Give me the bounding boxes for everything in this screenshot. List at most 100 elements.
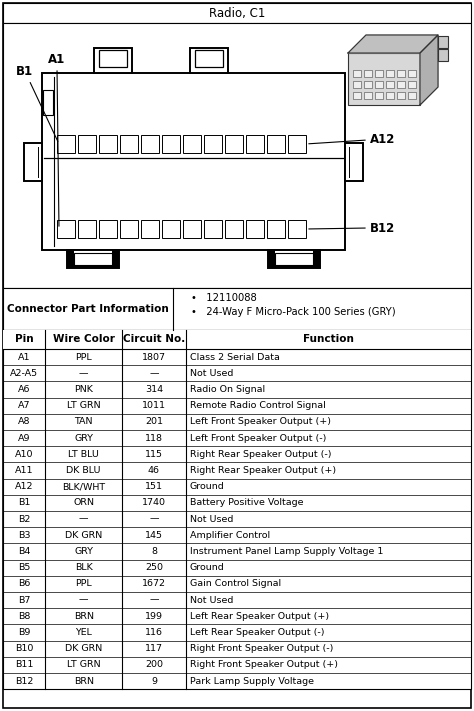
Text: 250: 250 [145,563,163,572]
Bar [268,250,275,268]
Bar [3,3,471,23]
Text: Circuit No.: Circuit No. [123,334,185,345]
Text: Function: Function [303,334,354,345]
Text: B6: B6 [18,579,30,589]
Text: LT GRN: LT GRN [67,661,100,669]
Text: GRY: GRY [74,547,93,556]
Text: DK GRN: DK GRN [65,531,102,540]
Text: A10: A10 [15,450,33,459]
Text: Radio, C1: Radio, C1 [209,6,265,19]
Bar [112,250,119,268]
Text: B8: B8 [18,611,30,621]
Bar [345,142,363,181]
Text: 145: 145 [145,531,163,540]
Text: —: — [149,515,159,523]
Text: Ground: Ground [190,563,224,572]
Bar [74,253,112,265]
Text: 117: 117 [145,644,163,653]
Text: Right Rear Speaker Output (+): Right Rear Speaker Output (+) [190,466,336,475]
Text: LT GRN: LT GRN [67,401,100,410]
Text: PPL: PPL [75,579,92,589]
Bar [397,70,405,77]
Bar [246,135,264,153]
Bar [3,330,471,689]
Text: —: — [79,596,89,604]
Text: Right Front Speaker Output (+): Right Front Speaker Output (+) [190,661,337,669]
Text: Pin: Pin [15,334,33,345]
Bar [78,135,96,153]
Text: B11: B11 [15,661,33,669]
Text: —: — [149,596,159,604]
Text: A1: A1 [18,353,30,362]
Text: B9: B9 [18,628,30,637]
Text: DK BLU: DK BLU [66,466,101,475]
Text: Left Front Speaker Output (-): Left Front Speaker Output (-) [190,434,326,443]
Bar [162,135,180,153]
Bar [438,49,448,61]
Bar [24,142,42,181]
Text: Not Used: Not Used [190,596,233,604]
Text: 314: 314 [145,385,163,394]
Bar [99,220,117,238]
Bar [195,50,223,67]
Text: A12: A12 [15,482,33,491]
Text: Right Front Speaker Output (-): Right Front Speaker Output (-) [190,644,333,653]
Text: B2: B2 [18,515,30,523]
Bar [386,70,394,77]
Bar [353,70,361,77]
Bar [386,92,394,99]
Bar [246,220,264,238]
Text: 200: 200 [145,661,163,669]
Text: B4: B4 [18,547,30,556]
Text: 201: 201 [145,417,163,427]
Text: B5: B5 [18,563,30,572]
Text: A9: A9 [18,434,30,443]
Text: ORN: ORN [73,498,94,508]
Text: B1: B1 [18,498,30,508]
Text: Not Used: Not Used [190,515,233,523]
Text: Battery Positive Voltage: Battery Positive Voltage [190,498,303,508]
Text: A2-A5: A2-A5 [10,369,38,378]
Text: Gain Control Signal: Gain Control Signal [190,579,281,589]
Bar [162,220,180,238]
Text: BRN: BRN [74,677,94,685]
Text: A11: A11 [15,466,33,475]
Bar [375,92,383,99]
Text: Amplifier Control: Amplifier Control [190,531,270,540]
Bar [408,81,416,88]
Bar [3,330,471,349]
Bar [288,220,306,238]
Bar [386,81,394,88]
Bar [67,265,119,268]
Text: PPL: PPL [75,353,92,362]
Bar [288,135,306,153]
Text: A12: A12 [370,134,395,146]
Text: •   24-Way F Micro-Pack 100 Series (GRY): • 24-Way F Micro-Pack 100 Series (GRY) [191,307,396,317]
Bar [183,220,201,238]
Text: —: — [149,369,159,378]
Text: Class 2 Serial Data: Class 2 Serial Data [190,353,279,362]
Bar [364,81,372,88]
Text: Radio On Signal: Radio On Signal [190,385,264,394]
Text: 1807: 1807 [142,353,166,362]
Text: DK GRN: DK GRN [65,644,102,653]
Bar [353,81,361,88]
Bar [57,135,75,153]
Bar [348,53,420,105]
Bar [438,36,448,48]
Bar [313,250,320,268]
Text: A8: A8 [18,417,30,427]
Bar [397,81,405,88]
Bar [204,135,222,153]
Text: B12: B12 [15,677,33,685]
Bar [94,48,132,73]
Bar [364,70,372,77]
Bar [225,220,243,238]
Text: 1740: 1740 [142,498,166,508]
Bar [99,135,117,153]
Text: 9: 9 [151,677,157,685]
Text: LT BLU: LT BLU [68,450,99,459]
Bar [141,135,159,153]
Bar [43,90,53,115]
Text: Right Rear Speaker Output (-): Right Rear Speaker Output (-) [190,450,331,459]
